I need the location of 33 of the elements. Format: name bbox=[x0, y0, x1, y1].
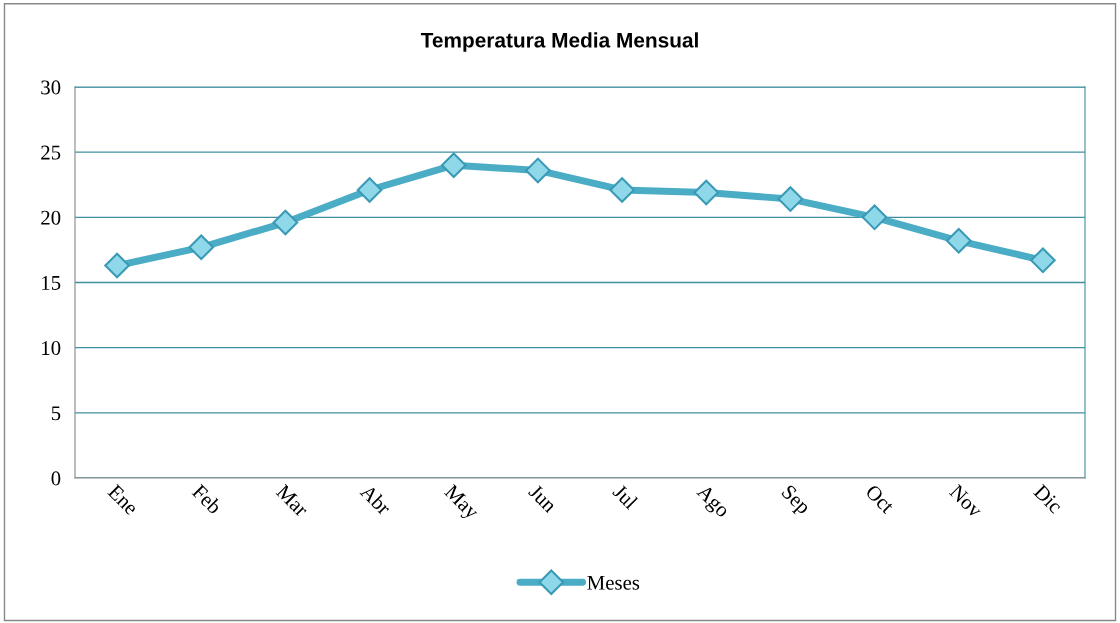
x-tick-label: Jun bbox=[527, 483, 558, 514]
point bbox=[356, 177, 383, 203]
y-tick-label: 10 bbox=[42, 341, 61, 356]
point bbox=[609, 177, 635, 203]
y-tick-label: 25 bbox=[41, 145, 61, 160]
y-tick-label: 5 bbox=[51, 406, 61, 421]
x-tick-label: Jul bbox=[612, 483, 639, 511]
x-tick-label: Feb bbox=[191, 483, 223, 515]
x-tick-label: Sep bbox=[778, 484, 812, 518]
x-tick-label: Mar bbox=[275, 483, 310, 518]
y-tick-label: 30 bbox=[41, 80, 61, 95]
point bbox=[525, 157, 551, 184]
point bbox=[1030, 247, 1056, 274]
x-tick-label: Ene bbox=[107, 483, 139, 516]
y-tick-label: 20 bbox=[41, 210, 61, 225]
x-tick-label: Abr bbox=[359, 483, 393, 517]
point bbox=[777, 186, 804, 212]
x-tick-label: Ago bbox=[693, 483, 731, 522]
legend-label: Meses bbox=[587, 575, 640, 590]
x-tick-label: Nov bbox=[948, 483, 984, 519]
chart-title: Temperatura Media Mensual bbox=[420, 32, 698, 52]
x-tick-label: Oct bbox=[864, 483, 896, 515]
x-tick-label: May bbox=[440, 483, 481, 524]
y-tick-label: 0 bbox=[51, 471, 61, 486]
point bbox=[188, 234, 215, 261]
point bbox=[945, 227, 972, 254]
x-tick-label: Dic bbox=[1032, 483, 1064, 515]
point bbox=[104, 252, 130, 279]
point bbox=[272, 209, 299, 236]
point bbox=[693, 179, 720, 206]
point bbox=[440, 152, 467, 179]
y-tick-label: 15 bbox=[42, 275, 61, 290]
point bbox=[861, 204, 888, 231]
